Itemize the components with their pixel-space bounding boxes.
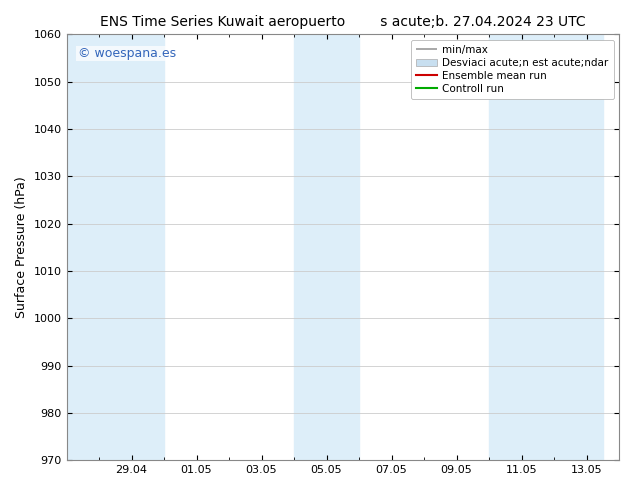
Bar <box>294 34 359 460</box>
Bar <box>489 34 603 460</box>
Text: © woespana.es: © woespana.es <box>77 47 176 60</box>
Legend: min/max, Desviaci acute;n est acute;ndar, Ensemble mean run, Controll run: min/max, Desviaci acute;n est acute;ndar… <box>411 40 614 99</box>
Title: ENS Time Series Kuwait aeropuerto        s acute;b. 27.04.2024 23 UTC: ENS Time Series Kuwait aeropuerto s acut… <box>100 15 586 29</box>
Bar <box>67 34 164 460</box>
Y-axis label: Surface Pressure (hPa): Surface Pressure (hPa) <box>15 176 28 318</box>
